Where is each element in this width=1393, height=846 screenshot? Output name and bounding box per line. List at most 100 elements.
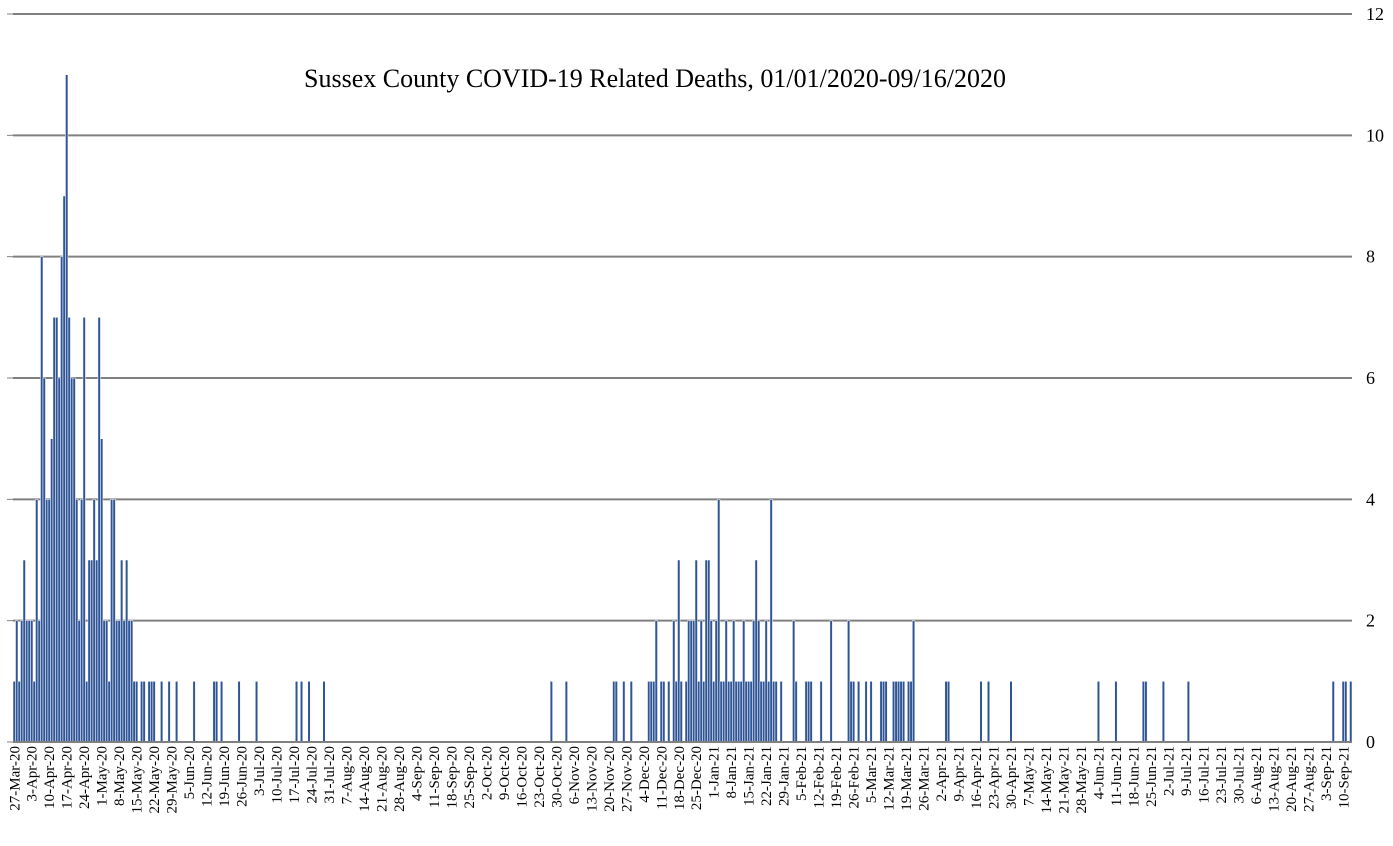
x-tick-label: 8-May-20 xyxy=(112,746,128,806)
bar xyxy=(807,681,811,743)
x-tick-label: 29-Jan-21 xyxy=(777,746,793,806)
x-tick-label: 7-Aug-20 xyxy=(340,746,356,804)
x-tick-label: 10-Jul-20 xyxy=(270,746,286,804)
x-tick-label: 30-Apr-21 xyxy=(1004,746,1020,809)
bar xyxy=(102,620,106,743)
bar xyxy=(1186,681,1190,743)
bar xyxy=(769,499,773,743)
bar xyxy=(647,681,651,743)
bar xyxy=(1009,681,1013,743)
bar xyxy=(117,620,121,743)
bar xyxy=(237,681,241,743)
x-tick-label: 9-Apr-21 xyxy=(952,746,968,802)
bar xyxy=(879,681,883,743)
x-tick-label: 21-May-21 xyxy=(1056,746,1072,814)
bar xyxy=(295,681,299,743)
bar xyxy=(767,681,771,743)
bar xyxy=(674,681,678,743)
bar xyxy=(742,620,746,743)
bar xyxy=(764,620,768,743)
bar xyxy=(719,681,723,743)
bar xyxy=(709,620,713,743)
bar xyxy=(80,499,84,743)
bar xyxy=(115,620,119,743)
bar xyxy=(902,681,906,743)
x-tick-label: 26-Jun-20 xyxy=(235,746,251,807)
bar xyxy=(697,681,701,743)
x-tick-label: 19-Feb-21 xyxy=(829,746,845,809)
bar xyxy=(140,681,144,743)
bar xyxy=(629,681,633,743)
bar xyxy=(659,681,663,743)
x-tick-label: 18-Jun-21 xyxy=(1126,746,1142,807)
x-tick-label: 25-Dec-20 xyxy=(689,746,705,810)
bar xyxy=(662,681,666,743)
x-tick-label: 3-Jul-20 xyxy=(252,746,268,796)
x-tick-label: 27-Nov-20 xyxy=(619,746,635,812)
bar xyxy=(857,681,861,743)
bar xyxy=(722,681,726,743)
bar xyxy=(694,559,698,743)
bar xyxy=(132,681,136,743)
x-tick-label: 4-Dec-20 xyxy=(637,746,653,803)
y-tick-labels: 0 2 4 6 8 10 12 xyxy=(1366,4,1384,752)
bar xyxy=(87,559,91,743)
x-tick-label: 28-Aug-20 xyxy=(392,746,408,812)
bar xyxy=(912,620,916,743)
bar xyxy=(122,620,126,743)
axes xyxy=(7,13,1352,743)
x-tick-label: 23-Apr-21 xyxy=(987,746,1003,809)
bar xyxy=(714,620,718,743)
x-tick-label: 4-Jun-21 xyxy=(1091,746,1107,799)
bar xyxy=(987,681,991,743)
bar xyxy=(55,317,59,743)
x-tick-label: 10-Sep-21 xyxy=(1336,746,1352,809)
x-tick-label: 6-Nov-20 xyxy=(567,746,583,804)
x-tick-label: 26-Mar-21 xyxy=(917,746,933,811)
bar xyxy=(729,681,733,743)
bar xyxy=(612,681,616,743)
bar xyxy=(70,377,74,743)
x-tick-label: 16-Oct-20 xyxy=(514,746,530,808)
x-tick-label: 11-Dec-20 xyxy=(654,746,670,810)
bar xyxy=(762,681,766,743)
gridlines xyxy=(13,13,1352,743)
bar xyxy=(649,681,653,743)
x-tick-label: 9-Jul-21 xyxy=(1179,746,1195,796)
y-tick-label: 4 xyxy=(1366,489,1375,509)
bar xyxy=(672,620,676,743)
bar xyxy=(622,681,626,743)
bar xyxy=(754,559,758,743)
x-tick-label: 6-Aug-21 xyxy=(1249,746,1265,804)
bar xyxy=(684,681,688,743)
x-tick-label: 17-Jul-20 xyxy=(287,746,303,804)
bar xyxy=(707,559,711,743)
bar xyxy=(57,377,61,743)
x-tick-label: 30-Jul-21 xyxy=(1231,746,1247,804)
x-tick-label: 16-Jul-21 xyxy=(1196,746,1212,804)
bar xyxy=(744,681,748,743)
bar xyxy=(105,620,109,743)
bar xyxy=(100,438,104,743)
x-tick-label: 13-Aug-21 xyxy=(1266,746,1282,812)
bar xyxy=(677,559,681,743)
x-tick-label: 25-Sep-20 xyxy=(462,746,478,809)
bar xyxy=(909,681,913,743)
bar xyxy=(1344,681,1348,743)
x-tick-label: 5-Jun-20 xyxy=(182,746,198,799)
x-tick-label: 18-Sep-20 xyxy=(444,746,460,809)
bar xyxy=(1144,681,1148,743)
bar xyxy=(699,620,703,743)
x-tick-label: 28-May-21 xyxy=(1074,746,1090,814)
bar xyxy=(819,681,823,743)
x-tick-label: 23-Oct-20 xyxy=(532,746,548,808)
x-tick-label: 1-May-20 xyxy=(95,746,111,806)
x-tick-label: 13-Nov-20 xyxy=(584,746,600,812)
bar xyxy=(704,559,708,743)
x-tick-label: 2-Oct-20 xyxy=(479,746,495,800)
bar xyxy=(17,681,21,743)
bar xyxy=(739,681,743,743)
bar xyxy=(22,559,26,743)
x-tick-label: 31-Jul-20 xyxy=(322,746,338,804)
bar xyxy=(175,681,179,743)
